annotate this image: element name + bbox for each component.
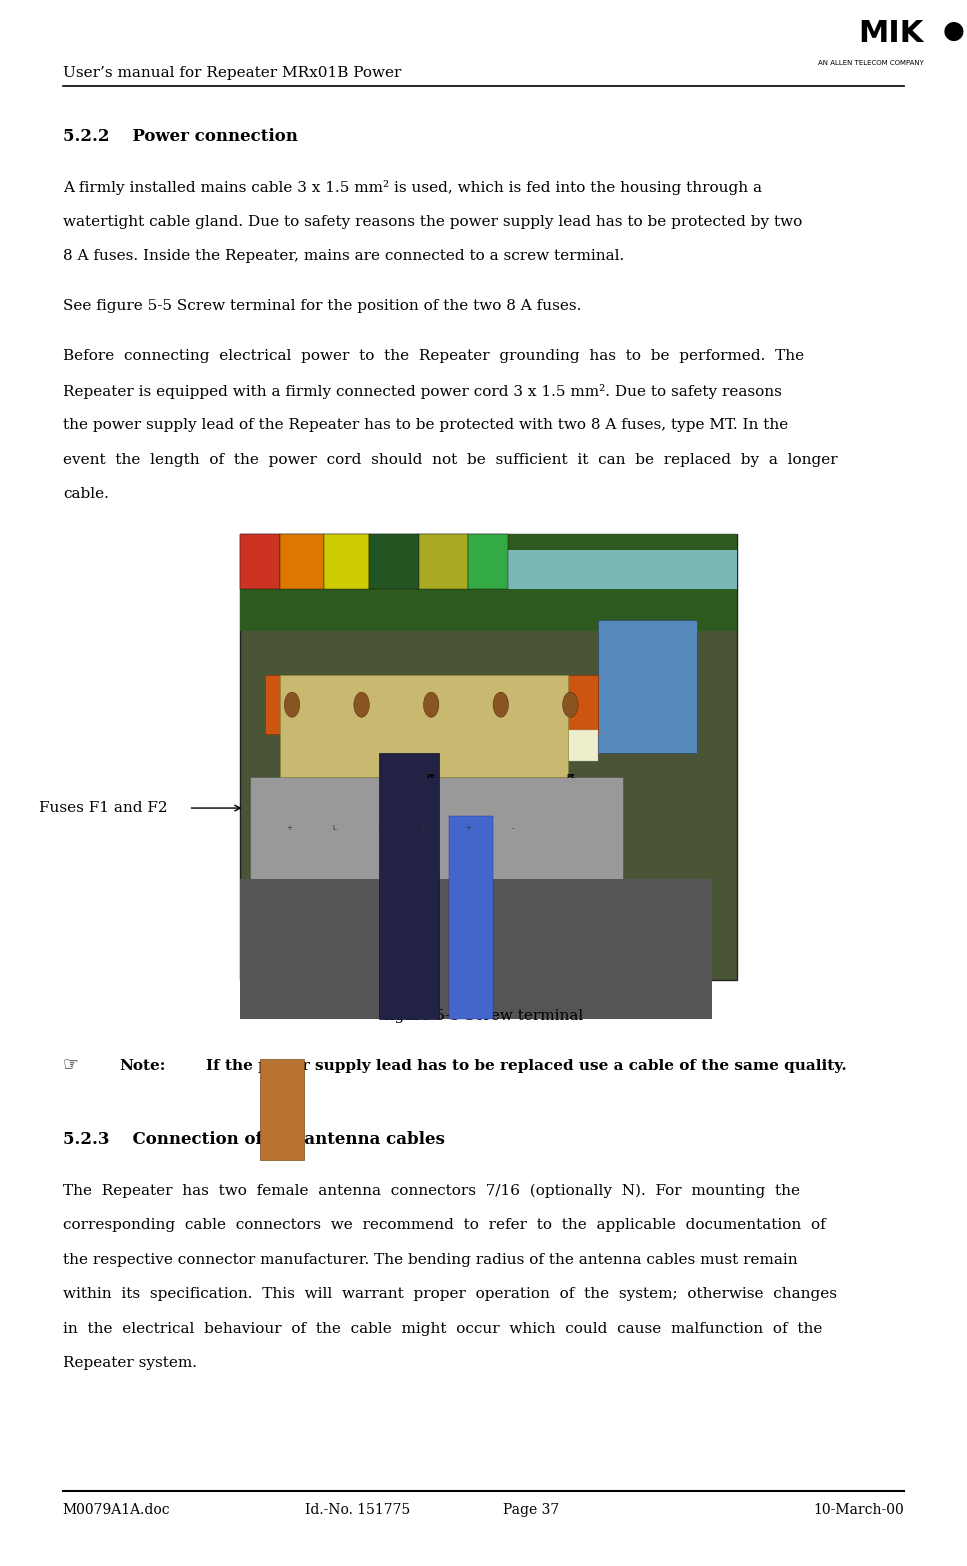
Text: 5.2.2    Power connection: 5.2.2 Power connection [63, 128, 298, 146]
Bar [335, 675, 389, 734]
Bar [279, 675, 568, 777]
Text: event  the  length  of  the  power  cord  should  not  be  sufficient  it  can  : event the length of the power cord shoul… [63, 453, 837, 467]
Text: 8 A fuses. Inside the Repeater, mains are connected to a screw terminal.: 8 A fuses. Inside the Repeater, mains ar… [63, 249, 624, 263]
Text: -: - [512, 825, 514, 832]
Bar [543, 730, 598, 761]
Circle shape [284, 692, 300, 717]
Bar [468, 534, 509, 589]
Text: Note:: Note: [119, 1059, 165, 1073]
Text: A firmly installed mains cable 3 x 1.5 mm² is used, which is fed into the housin: A firmly installed mains cable 3 x 1.5 m… [63, 180, 762, 196]
Bar [324, 534, 369, 589]
Bar [379, 753, 439, 1019]
Bar [404, 675, 458, 734]
Text: See figure 5-5 Screw terminal for the position of the two 8 A fuses.: See figure 5-5 Screw terminal for the po… [63, 299, 581, 313]
Text: 5.2.3    Connection of the antenna cables: 5.2.3 Connection of the antenna cables [63, 1131, 445, 1148]
Text: ●: ● [943, 19, 965, 42]
Text: ☞: ☞ [63, 1055, 79, 1073]
Bar [240, 550, 737, 589]
Bar [449, 816, 493, 1019]
Text: corresponding  cable  connectors  we  recommend  to  refer  to  the  applicable : corresponding cable connectors we recomm… [63, 1218, 826, 1232]
Bar [260, 1059, 305, 1160]
Text: the power supply lead of the Repeater has to be protected with two 8 A fuses, ty: the power supply lead of the Repeater ha… [63, 418, 788, 432]
Text: Before  connecting  electrical  power  to  the  Repeater  grounding  has  to  be: Before connecting electrical power to th… [63, 349, 804, 363]
Bar [419, 534, 468, 589]
Text: +: + [286, 825, 292, 832]
Text: AN ALLEN TELECOM COMPANY: AN ALLEN TELECOM COMPANY [818, 60, 923, 66]
Text: watertight cable gland. Due to safety reasons the power supply lead has to be pr: watertight cable gland. Due to safety re… [63, 215, 802, 229]
Bar [279, 534, 324, 589]
Text: User’s manual for Repeater MRx01B Power: User’s manual for Repeater MRx01B Power [63, 66, 401, 80]
Circle shape [354, 692, 369, 717]
Text: 10-March-00: 10-March-00 [813, 1503, 904, 1517]
Text: Id.-No. 151775: Id.-No. 151775 [305, 1503, 410, 1517]
Text: Fuses F1 and F2: Fuses F1 and F2 [39, 802, 167, 814]
Text: L: L [422, 825, 425, 832]
Text: +: + [465, 825, 471, 832]
Circle shape [424, 692, 439, 717]
Text: within  its  specification.  This  will  warrant  proper  operation  of  the  sy: within its specification. This will warr… [63, 1287, 836, 1301]
Text: cable.: cable. [63, 487, 108, 501]
Text: L: L [333, 825, 337, 832]
Text: MIK: MIK [858, 19, 923, 49]
Bar [240, 534, 737, 980]
Text: PE: PE [566, 774, 574, 780]
Bar [404, 730, 458, 761]
Bar [543, 675, 598, 734]
Bar [369, 534, 419, 589]
Text: the respective connector manufacturer. The bending radius of the antenna cables : the respective connector manufacturer. T… [63, 1253, 798, 1267]
Bar [265, 675, 319, 734]
Text: Repeater system.: Repeater system. [63, 1356, 197, 1370]
Text: The  Repeater  has  two  female  antenna  connectors  7/16  (optionally  N).  Fo: The Repeater has two female antenna conn… [63, 1184, 800, 1198]
Circle shape [493, 692, 509, 717]
Text: in  the  electrical  behaviour  of  the  cable  might  occur  which  could  caus: in the electrical behaviour of the cable… [63, 1322, 822, 1336]
Bar [240, 879, 712, 1019]
Text: PE: PE [426, 774, 435, 780]
Text: M0079A1A.doc: M0079A1A.doc [63, 1503, 170, 1517]
Bar [598, 620, 697, 753]
Text: Repeater is equipped with a firmly connected power cord 3 x 1.5 mm². Due to safe: Repeater is equipped with a firmly conne… [63, 384, 781, 399]
Bar [474, 675, 528, 734]
Text: figure 5-5 Screw terminal: figure 5-5 Screw terminal [384, 1009, 583, 1023]
Bar [240, 534, 279, 589]
Text: Page 37: Page 37 [503, 1503, 559, 1517]
Bar [249, 777, 623, 894]
Text: If the power supply lead has to be replaced use a cable of the same quality.: If the power supply lead has to be repla… [206, 1059, 847, 1073]
Circle shape [563, 692, 578, 717]
Text: -: - [378, 825, 380, 832]
Bar [240, 534, 737, 631]
